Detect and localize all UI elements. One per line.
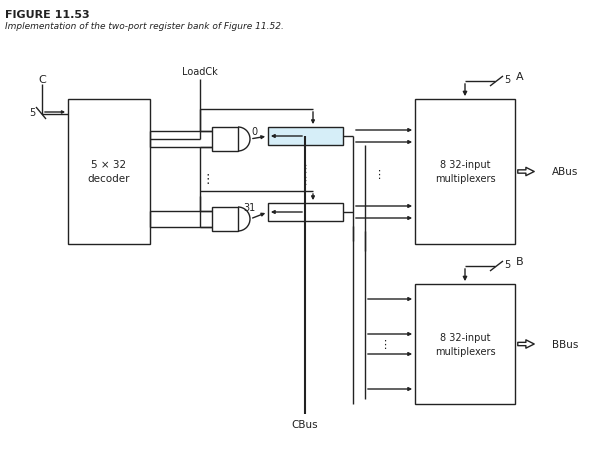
Text: ⋮
⋮: ⋮ ⋮ [300, 164, 311, 185]
Bar [268, 128, 343, 146]
Text: 5: 5 [29, 108, 35, 118]
Text: 0: 0 [252, 127, 258, 136]
Text: FIGURE 11.53: FIGURE 11.53 [5, 10, 90, 20]
Text: CBus: CBus [292, 419, 318, 429]
Text: 5: 5 [504, 259, 510, 269]
Text: A: A [516, 72, 524, 82]
Text: C: C [38, 75, 46, 85]
Text: 8 32-input: 8 32-input [439, 332, 490, 342]
Bar [415, 100, 515, 244]
Text: B: B [516, 257, 524, 267]
PathPatch shape [212, 128, 238, 152]
Text: Implementation of the two-port register bank of Figure 11.52.: Implementation of the two-port register … [5, 22, 284, 31]
Text: ⋮: ⋮ [373, 170, 385, 180]
Text: ⋮: ⋮ [202, 173, 214, 186]
Text: 8 32-input: 8 32-input [439, 160, 490, 170]
Text: 5 × 32: 5 × 32 [92, 160, 126, 170]
Text: multiplexers: multiplexers [435, 174, 495, 184]
Text: BBus: BBus [552, 339, 579, 349]
Text: LoadCk: LoadCk [182, 67, 218, 77]
Bar [268, 203, 343, 222]
Text: decoder: decoder [88, 174, 130, 184]
Text: 5: 5 [504, 75, 510, 85]
Text: multiplexers: multiplexers [435, 346, 495, 356]
Bar [415, 284, 515, 404]
Text: ⋮: ⋮ [379, 339, 391, 349]
Text: ABus: ABus [552, 167, 579, 177]
Bar [68, 100, 150, 244]
Text: 31: 31 [244, 202, 256, 212]
PathPatch shape [212, 207, 238, 232]
